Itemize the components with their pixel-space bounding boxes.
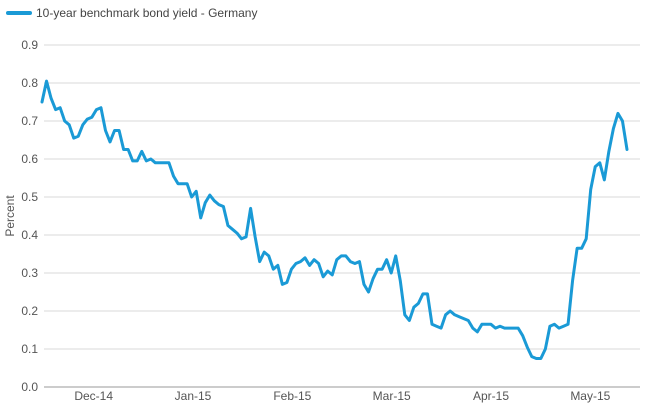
x-tick-label: May-15 [570, 389, 610, 403]
x-tick-label: Apr-15 [473, 389, 509, 403]
gridlines [44, 44, 640, 388]
y-tick-label: 0.8 [21, 76, 38, 90]
y-tick-label: 0.3 [21, 266, 38, 280]
x-tick-label: Dec-14 [74, 389, 113, 403]
y-tick-label: 0.0 [21, 380, 38, 394]
series-line [40, 79, 629, 360]
x-tick-label: Jan-15 [175, 389, 212, 403]
y-tick-label: 0.9 [21, 38, 38, 52]
legend: 10-year benchmark bond yield - Germany [6, 6, 257, 20]
series-group [40, 79, 629, 360]
y-tick-label: 0.7 [21, 114, 38, 128]
x-tick-label: Mar-15 [373, 389, 411, 403]
y-tick-label: 0.5 [21, 190, 38, 204]
y-tick-label: 0.4 [21, 228, 38, 242]
legend-label: 10-year benchmark bond yield - Germany [36, 6, 257, 20]
y-tick-label: 0.6 [21, 152, 38, 166]
y-tick-label: 0.1 [21, 342, 38, 356]
y-axis-title: Percent [3, 195, 17, 237]
x-axis-ticks: Dec-14 Jan-15 Feb-15 Mar-15 Apr-15 May-15 [74, 389, 610, 403]
y-axis-ticks: 0.0 0.1 0.2 0.3 0.4 0.5 0.6 0.7 0.8 0.9 [21, 38, 38, 394]
y-tick-label: 0.2 [21, 304, 38, 318]
x-tick-label: Feb-15 [273, 389, 311, 403]
